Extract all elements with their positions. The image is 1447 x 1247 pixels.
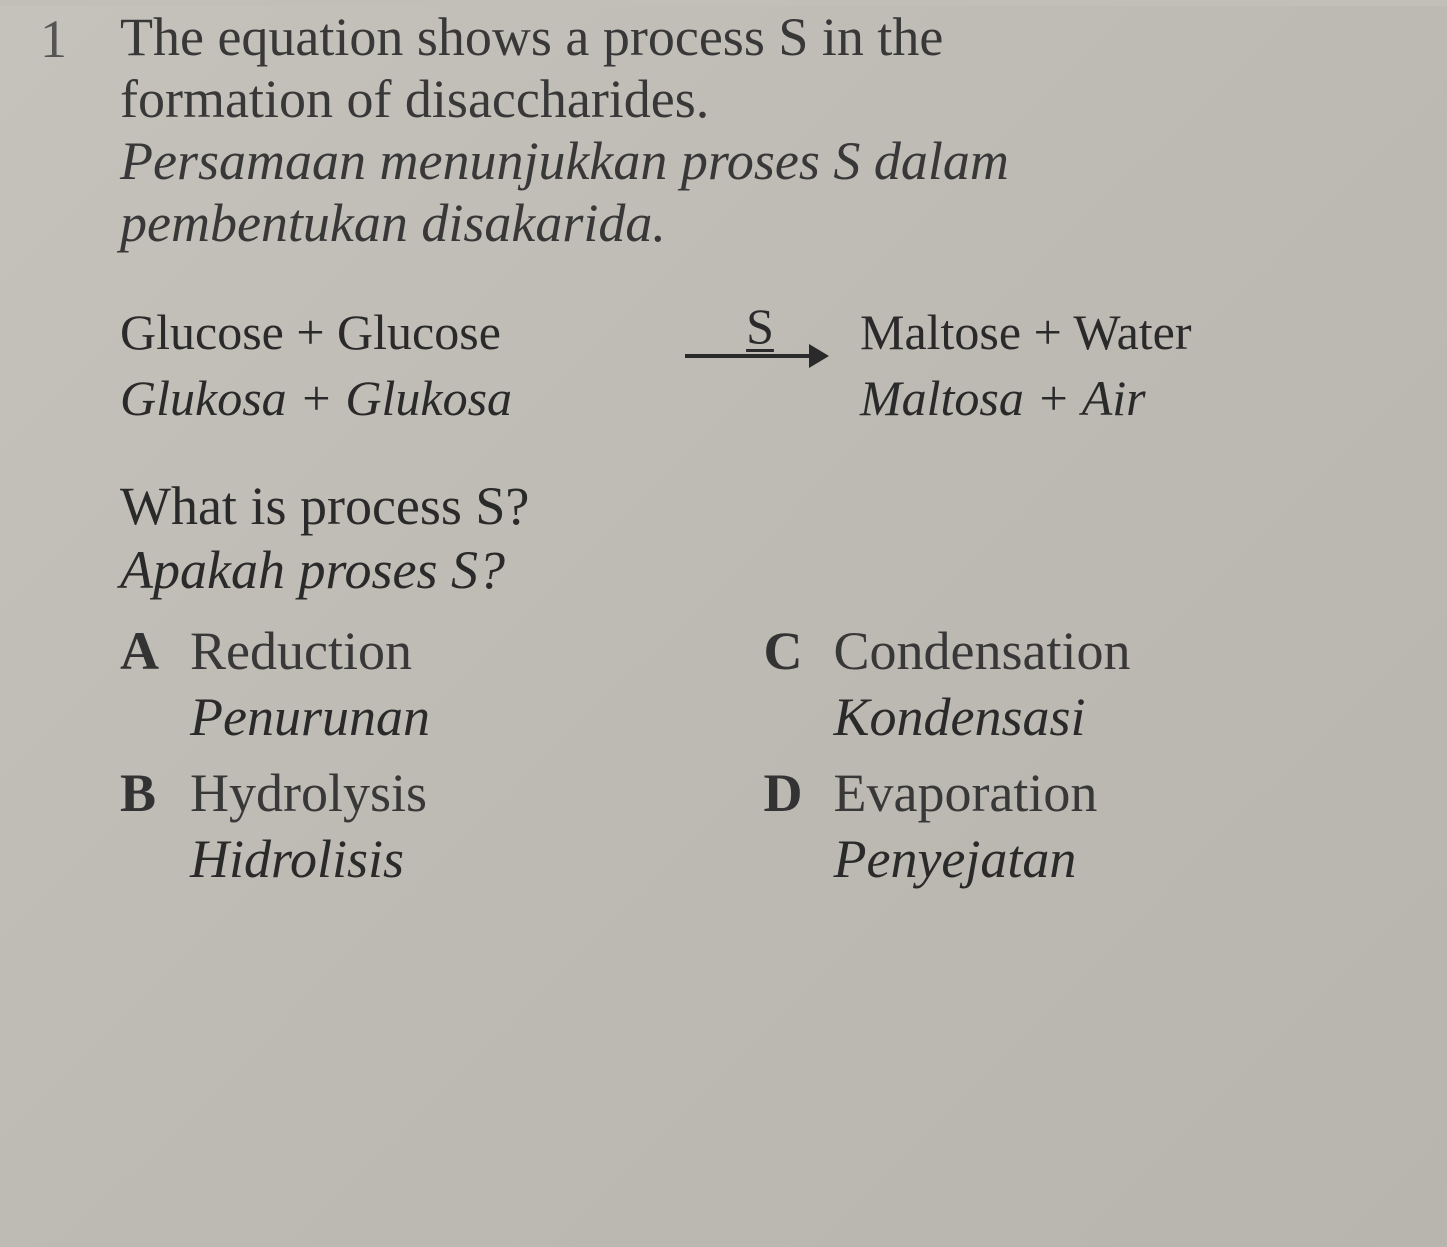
option-C-ms: Kondensasi xyxy=(834,686,1086,748)
option-D-ms-spacer xyxy=(764,828,834,890)
option-A-en: Reduction xyxy=(190,620,412,682)
ask-en: What is process S? xyxy=(120,475,1407,537)
option-A: A Reduction xyxy=(120,620,764,682)
stem-ms-line1: Persamaan menunjukkan proses S dalam xyxy=(120,130,1407,192)
question-number: 1 xyxy=(40,6,120,69)
option-D-ms: Penyejatan xyxy=(834,828,1077,890)
equation-left-ms: Glukosa + Glukosa xyxy=(120,370,680,428)
option-C-ms-spacer xyxy=(764,686,834,748)
option-B-ms-col: Hidrolisis xyxy=(120,828,764,890)
options-row-2: B Hydrolysis D Evaporation xyxy=(120,762,1407,824)
equation-block: Glucose + Glucose S Maltose + Water Gluk… xyxy=(120,298,1407,427)
equation-right-ms: Maltosa + Air xyxy=(840,370,1146,428)
option-letter-C: C xyxy=(764,620,834,682)
option-C-en: Condensation xyxy=(834,620,1131,682)
arrow-head xyxy=(809,344,829,368)
equation-row-en: Glucose + Glucose S Maltose + Water xyxy=(120,298,1407,368)
question-body: The equation shows a process S in the fo… xyxy=(120,6,1407,904)
equation-row-ms: Glukosa + Glukosa Maltosa + Air xyxy=(120,370,1407,428)
arrow-line xyxy=(685,354,815,358)
option-B: B Hydrolysis xyxy=(120,762,764,824)
question-row: 1 The equation shows a process S in the … xyxy=(40,6,1407,904)
equation-arrow-col: S xyxy=(680,298,840,368)
option-letter-A: A xyxy=(120,620,190,682)
option-A-ms: Penurunan xyxy=(190,686,430,748)
option-letter-D: D xyxy=(764,762,834,824)
stem-en-line1: The equation shows a process S in the xyxy=(120,6,1407,68)
exam-page: 1 The equation shows a process S in the … xyxy=(0,6,1447,1247)
arrow-icon xyxy=(685,344,835,368)
option-B-ms: Hidrolisis xyxy=(190,828,404,890)
option-D-ms-col: Penyejatan xyxy=(764,828,1408,890)
option-D: D Evaporation xyxy=(764,762,1408,824)
stem-en-line2: formation of disaccharides. xyxy=(120,68,1407,130)
options-row-1-ms: Penurunan Kondensasi xyxy=(120,686,1407,748)
option-B-en: Hydrolysis xyxy=(190,762,427,824)
option-D-en: Evaporation xyxy=(834,762,1098,824)
option-letter-B: B xyxy=(120,762,190,824)
options-block: A Reduction C Condensation Penurunan xyxy=(120,620,1407,890)
options-row-1: A Reduction C Condensation xyxy=(120,620,1407,682)
option-C: C Condensation xyxy=(764,620,1408,682)
equation-right-en: Maltose + Water xyxy=(840,304,1192,362)
equation-left-en: Glucose + Glucose xyxy=(120,304,680,362)
option-C-ms-col: Kondensasi xyxy=(764,686,1408,748)
option-A-ms-col: Penurunan xyxy=(120,686,764,748)
equation-arrow-spacer xyxy=(680,370,840,428)
options-row-2-ms: Hidrolisis Penyejatan xyxy=(120,828,1407,890)
stem-ms-line2: pembentukan disakarida. xyxy=(120,192,1407,254)
ask-ms: Apakah proses S? xyxy=(120,539,1407,601)
option-A-ms-spacer xyxy=(120,686,190,748)
option-B-ms-spacer xyxy=(120,828,190,890)
